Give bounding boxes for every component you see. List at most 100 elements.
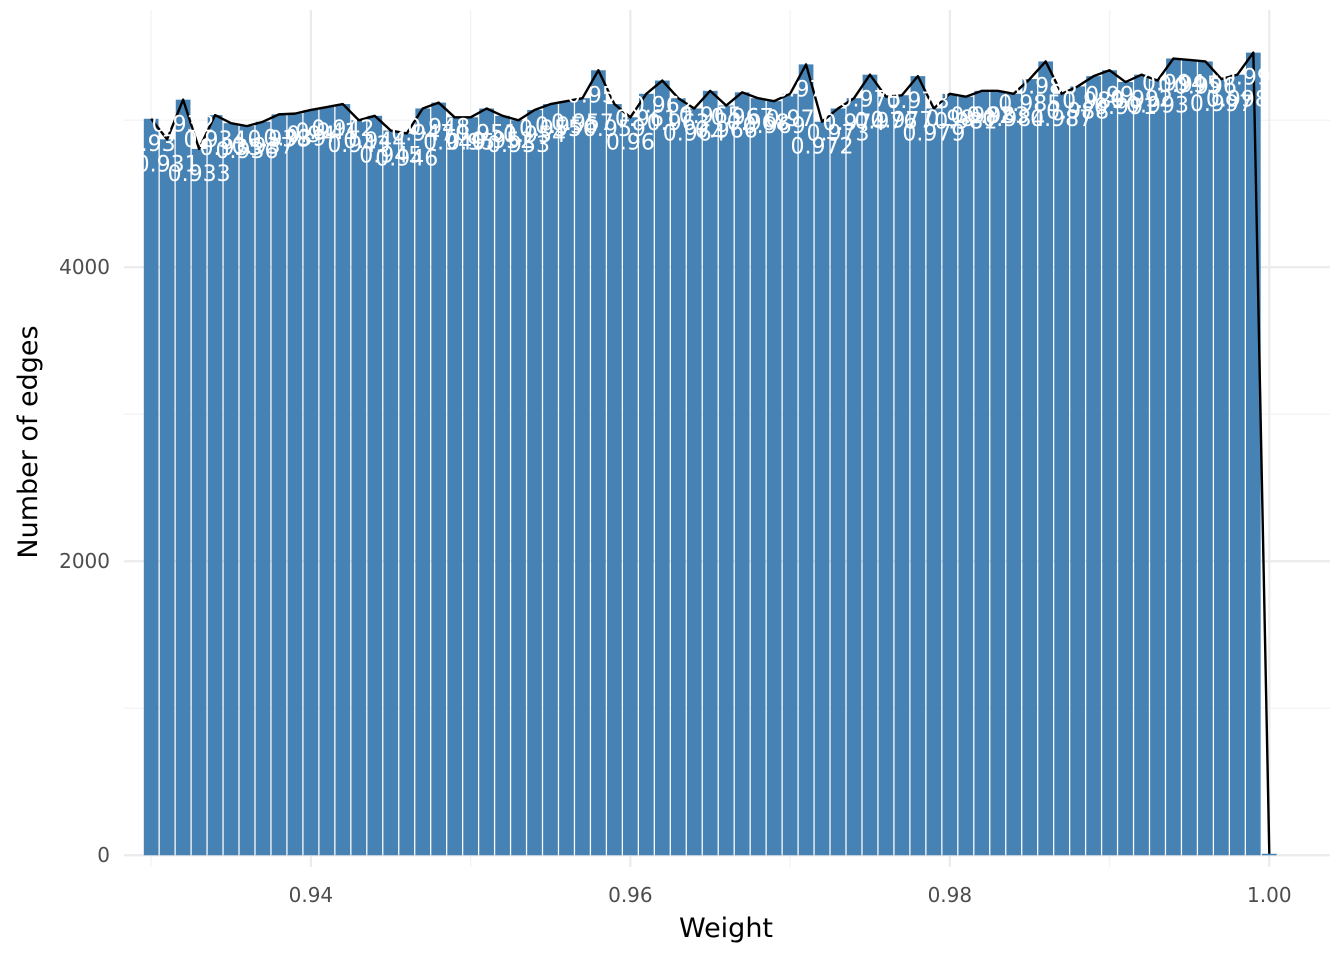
bar-value-label: 0.984 [982,107,1045,132]
bar [495,115,510,856]
bar-value-label: 0.958 [567,83,630,108]
bar [1070,86,1085,856]
bar-value-label: 0.944 [343,129,406,154]
bar [670,98,686,856]
x-axis-ticks: 0.94 0.96 0.98 1.00 [289,883,1292,907]
bar-value-label: 0.962 [631,94,694,119]
bar [1038,61,1054,856]
bar-value-label: 0.986 [1014,74,1077,99]
bar [654,80,670,856]
bar-value-label: 0.983 [966,104,1029,129]
bar [702,90,718,856]
bar [782,93,798,856]
bar-value-label: 0.935 [200,136,263,161]
bar-value-label: 0.961 [615,107,678,132]
bar [1086,76,1101,856]
bar [239,126,255,856]
bar [255,121,271,856]
bar [559,101,574,856]
bar-value-label: 0.974 [822,111,885,136]
bar-value-label: 0.948 [407,116,470,141]
bar [1230,74,1245,856]
bar [974,90,990,856]
bar-value-label: 0.999 [1222,66,1285,91]
bar [1134,74,1149,856]
bar [1182,59,1197,856]
bar-value-label: 0.932 [152,113,215,138]
x-tick-label: 0.96 [608,883,653,907]
bar [846,98,862,856]
bar [319,107,335,856]
bar-value-label: 0.991 [1094,95,1157,120]
bar [415,108,431,856]
bar-value-label: 0.989 [1062,89,1125,114]
bar [159,139,175,856]
bar-value-label: 0.945 [359,144,422,169]
bar [207,115,223,856]
bar-value-label: 0.964 [663,121,726,146]
y-axis-title: Number of edges [13,325,44,558]
bar [878,96,894,856]
bar [607,104,622,856]
bar-value-label: 0.957 [551,111,614,136]
bar [734,92,750,856]
bar [447,117,462,856]
bar [910,76,926,856]
bar [303,109,319,856]
bar [383,130,399,856]
bar [431,102,447,856]
y-tick-label: 4000 [59,255,110,279]
bar [543,104,558,856]
bar-value-label: 0.969 [743,114,806,139]
bar-value-label: 0.993 [1126,94,1189,119]
bar [1054,93,1069,856]
x-tick-label: 0.94 [289,883,334,907]
bar [1022,79,1038,856]
bar-value-label: 0.954 [503,123,566,148]
bar-value-label: 0.998 [1206,88,1269,113]
bar-value-label: 0.95 [446,130,495,155]
bar-value-label: 0.973 [807,121,870,146]
bar [686,108,702,856]
bar-value-label: 0.963 [647,111,710,136]
bar [766,101,782,856]
bar [527,109,542,856]
bar-value-label: 0.988 [1046,99,1109,124]
bar [351,120,367,856]
bar-value-label: 0.99 [1085,83,1134,108]
bar [175,99,191,856]
bar-value-label: 0.98 [925,107,974,132]
bar-value-label: 0.965 [679,104,742,129]
bar-value-label: 0.972 [791,135,854,160]
bar [1102,70,1117,856]
bar-value-label: 0.978 [886,89,949,114]
bar [143,118,159,856]
bar-value-label: 0.943 [327,133,390,158]
bar-value-label: 0.939 [263,127,326,152]
bar-value-label: 0.994 [1142,72,1205,97]
bar-value-label: 0.982 [950,104,1013,129]
bar [591,70,606,856]
bar [1261,853,1277,856]
bar-value-label: 0.995 [1158,73,1221,98]
bar-value-label: 0.93 [127,132,176,157]
bar [926,108,942,856]
bar-value-label: 0.979 [902,121,965,146]
bar [287,113,303,856]
bar-value-label: 0.996 [1174,74,1237,99]
bar [990,90,1006,856]
bar-value-label: 0.951 [455,121,518,146]
bar [367,115,383,856]
bar-value-label: 1 [1262,867,1276,892]
bar [958,96,974,856]
bar [575,98,590,856]
bar [1198,61,1213,856]
x-tick-label: 1.00 [1247,883,1292,907]
bar-value-label: 0.942 [311,117,374,142]
bar-value-label: 0.967 [711,105,774,130]
bar-value-label: 0.934 [184,128,247,153]
bar [830,108,846,856]
bar [1166,58,1181,856]
